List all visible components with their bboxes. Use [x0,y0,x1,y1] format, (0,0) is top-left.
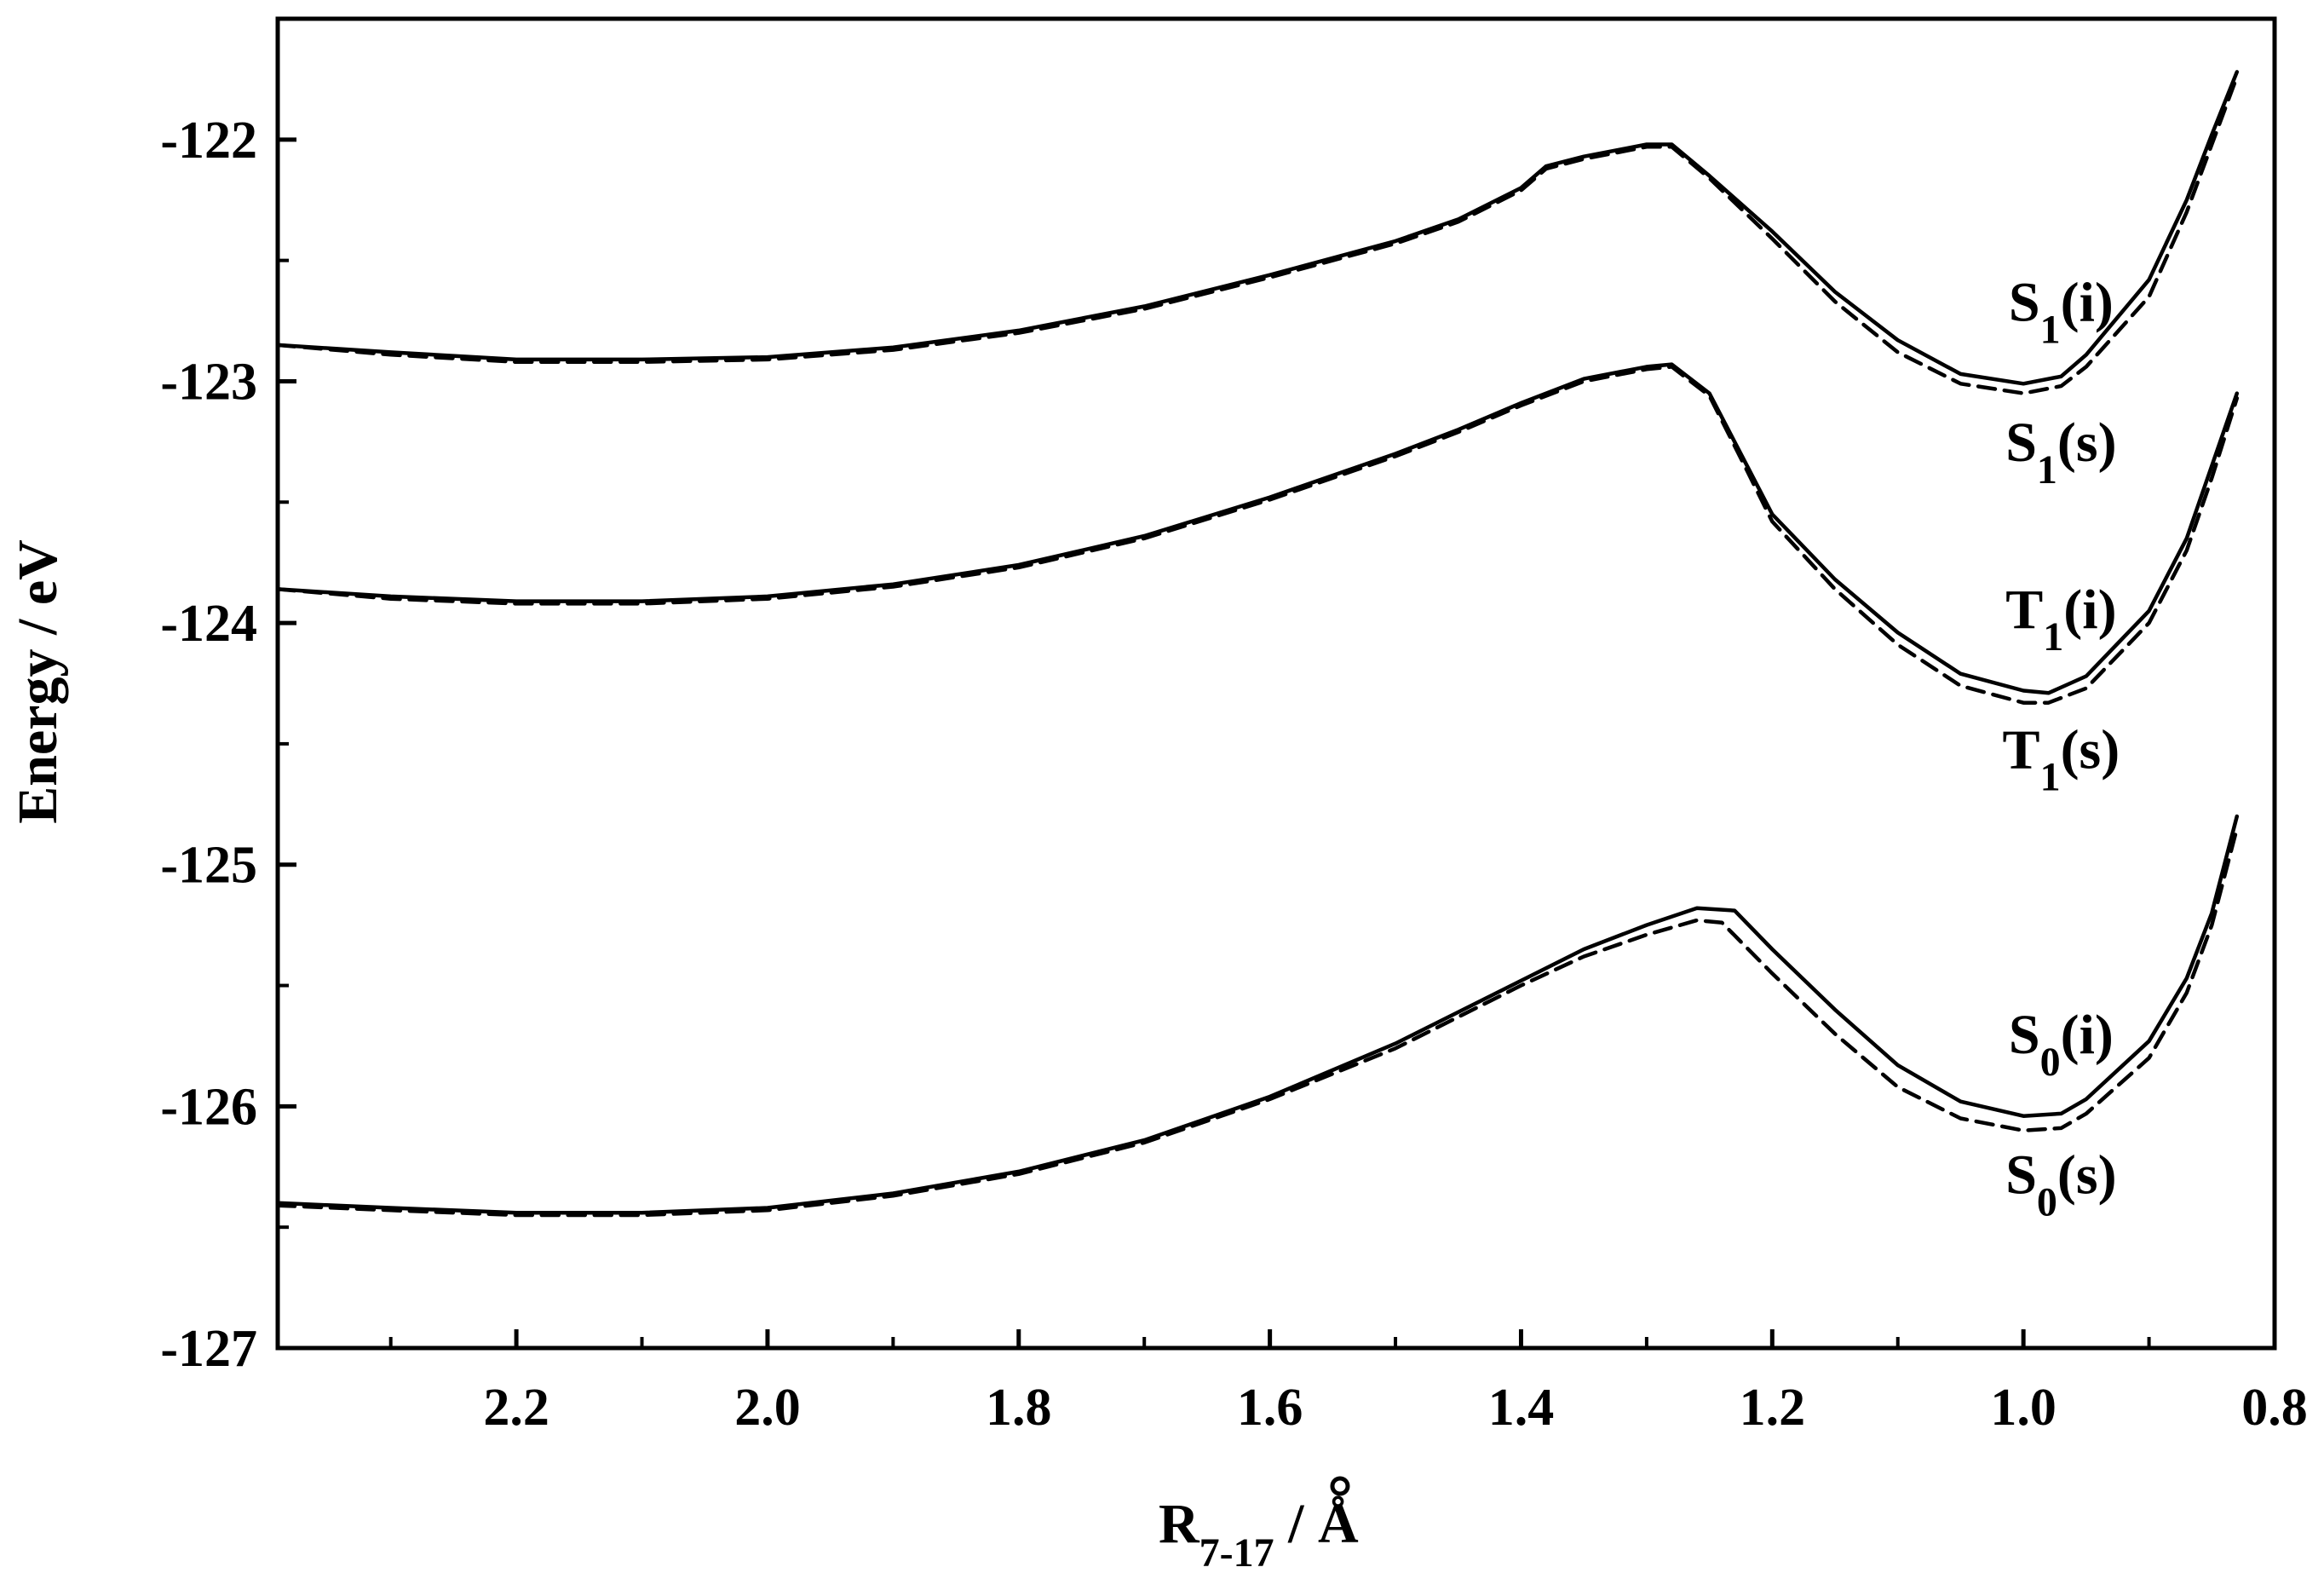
series-label-sub: 1 [2040,754,2061,799]
series-label-main: S [2009,272,2040,334]
series-label-tail: (i) [2063,579,2116,641]
x-tick-label: 1.2 [1740,1379,1806,1437]
series-label-main: T [2005,579,2043,641]
x-tick-label: 1.0 [1990,1379,2057,1437]
x-tick-label: 1.8 [986,1379,1052,1437]
series-line-s0i [275,814,2240,1215]
plot-frame [275,16,2277,1351]
series-line-t1i [275,362,2240,695]
y-tick-label: -125 [160,837,257,895]
x-tick-label: 2.0 [734,1379,801,1437]
series-label-s0s: S0(s) [2005,1144,2116,1224]
series-label-s1s: S1(s) [2005,412,2116,493]
series-label-sub: 0 [2037,1179,2057,1224]
series-label-sub: 1 [2043,614,2063,660]
x-axis-title: R7-17 / Å [1159,1493,1359,1576]
series-line-s0s [275,826,2240,1218]
series-label-sub: 0 [2040,1040,2061,1085]
x-tick-label: 2.2 [483,1379,549,1437]
x-axis-title-main: R [1159,1493,1200,1555]
x-axis-title-suffix: / Å [1274,1493,1359,1555]
series-line-s1s [275,74,2240,395]
series-label-tail: (i) [2061,1004,2114,1066]
series-line-t1s [275,365,2240,705]
y-tick-label: -123 [160,353,257,411]
series-label-sub: 1 [2040,308,2061,353]
series-label-t1i: T1(i) [2005,579,2116,660]
series-label-sub: 1 [2037,447,2057,493]
series-label-main: S [2005,1144,2037,1206]
series-label-main: S [2009,1004,2040,1066]
x-tick-label: 0.8 [2241,1379,2308,1437]
series-line-s1i [275,70,2240,386]
series-label-tail: (s) [2061,718,2120,781]
series-lines [275,70,2240,1218]
series-labels: S1(i)S1(s)T1(i)T1(s)S0(i)S0(s) [2003,272,2120,1225]
y-tick-label: -127 [160,1320,257,1378]
series-label-s1i: S1(i) [2009,272,2114,353]
series-label-tail: (s) [2057,412,2117,474]
series-label-s0i: S0(i) [2009,1004,2114,1085]
series-label-tail: (s) [2057,1144,2117,1206]
series-label-t1s: T1(s) [2003,718,2120,799]
series-label-main: S [2005,412,2037,474]
y-axis-ticks: -122 -123 -124 -125 -126 -127 [160,112,296,1378]
x-axis-ticks: 2.2 2.0 1.8 1.6 1.4 1.2 1.0 0.8 [388,1329,2308,1437]
y-tick-label: -124 [160,595,257,653]
x-axis-title-sub: 7-17 [1199,1530,1274,1576]
y-tick-label: -122 [160,112,257,170]
x-tick-label: 1.4 [1488,1379,1555,1437]
y-axis-title: Energy / eV [7,539,69,824]
series-label-main: T [2003,718,2040,781]
angstrom-ring [1330,1476,1350,1496]
y-tick-label: -126 [160,1078,257,1136]
series-label-tail: (i) [2061,272,2114,334]
x-tick-label: 1.6 [1237,1379,1303,1437]
